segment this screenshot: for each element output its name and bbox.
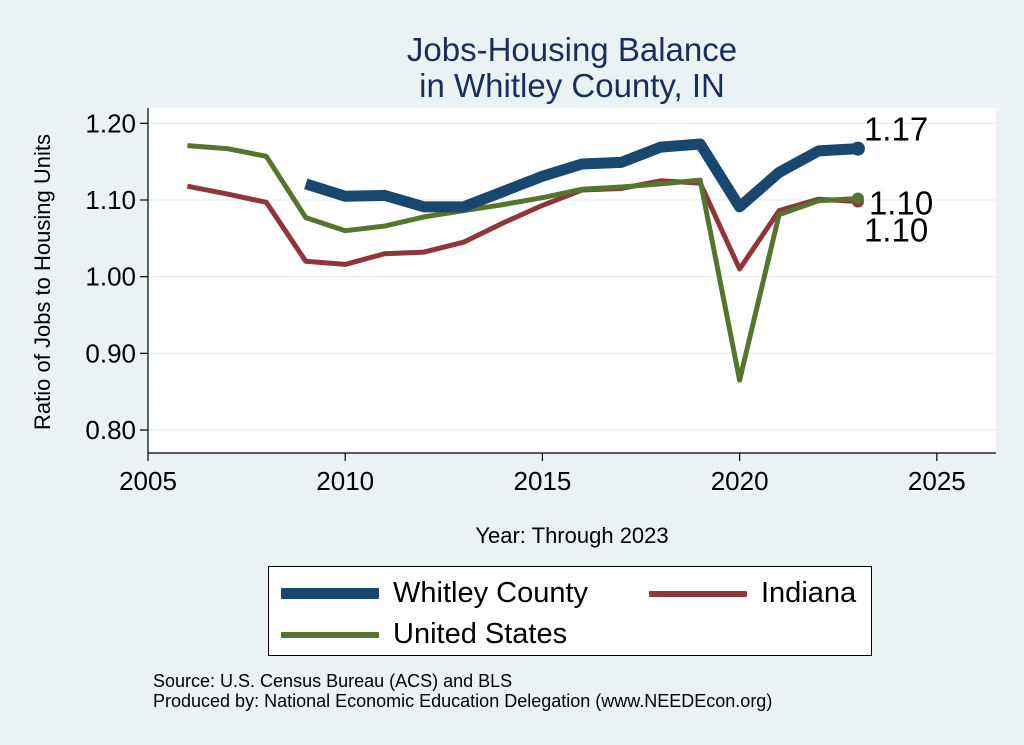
end-label-indiana: 1.10	[864, 212, 928, 249]
legend-label-indiana: Indiana	[761, 577, 857, 609]
labels-layer: 1.17 1.101.10	[864, 111, 933, 249]
end-marker-whitley-county	[850, 141, 865, 156]
axes: 0.80 0.90 1.00 1.10 1.20 2005 2010 2015 2020 2025	[85, 108, 996, 496]
series-line-indiana	[186, 178, 859, 272]
y-tick-label-4: 1.20	[85, 108, 136, 138]
chart-title-line-1: Jobs-Housing Balance	[406, 31, 738, 68]
legend-item-indiana: Indiana	[649, 577, 856, 610]
legend-swatch-whitley-county	[281, 588, 379, 599]
end-label-united-states: 1.10	[869, 184, 933, 221]
legend-label-united-states: United States	[393, 618, 568, 650]
legend-swatch-indiana	[649, 590, 747, 597]
y-tick-label-2: 1.00	[85, 262, 136, 292]
source-line-2: Produced by: National Economic Education…	[153, 691, 773, 711]
source-line-1: Source: U.S. Census Bureau (ACS) and BLS	[153, 671, 513, 691]
series-line-united-states	[187, 143, 859, 383]
series-line-whitley-county	[304, 138, 859, 213]
x-tick-label-4: 2025	[908, 466, 966, 496]
plot-area	[148, 108, 996, 453]
x-axis-label: Year: Through 2023	[475, 523, 668, 548]
legend-item-united-states: United States	[281, 618, 567, 651]
end-label-whitley-county: 1.17	[864, 111, 928, 148]
source-note: Source: U.S. Census Bureau (ACS) and BLS…	[153, 671, 772, 711]
y-tick-label-1: 0.90	[85, 338, 136, 368]
legend-swatch-united-states	[281, 631, 379, 638]
series-layer	[186, 138, 865, 383]
x-tick-label-3: 2020	[711, 466, 769, 496]
chart-title-line-2: in Whitley County, IN	[419, 67, 725, 104]
legend: Whitley County Indiana United States	[268, 566, 872, 656]
y-axis-label: Ratio of Jobs to Housing Units	[30, 134, 55, 430]
legend-item-whitley-county: Whitley County	[281, 577, 588, 610]
x-tick-label-2: 2015	[513, 466, 571, 496]
y-tick-label-0: 0.80	[85, 415, 136, 445]
x-tick-label-0: 2005	[119, 466, 177, 496]
y-tick-label-3: 1.10	[85, 185, 136, 215]
x-tick-label-1: 2010	[316, 466, 374, 496]
end-marker-united-states	[851, 192, 864, 205]
legend-label-whitley-county: Whitley County	[393, 577, 589, 609]
